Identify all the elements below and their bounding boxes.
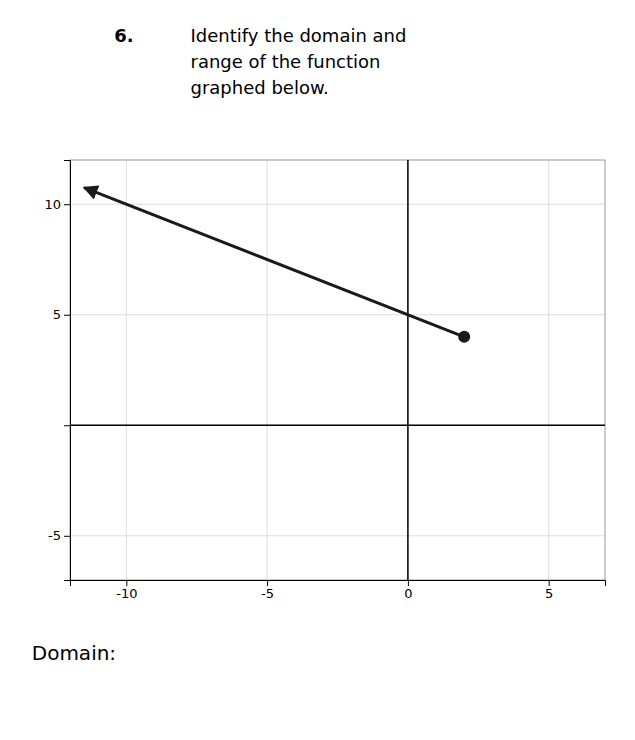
- tick: -10: [116, 580, 137, 601]
- plot-frame: [70, 160, 605, 580]
- domain-label: Domain:: [32, 641, 116, 665]
- tick-label: -5: [261, 586, 274, 601]
- grid-line-x: [126, 160, 127, 580]
- axis-line: [64, 161, 71, 581]
- axis-line: [71, 581, 606, 587]
- x-axis: -10 -5 0 5: [71, 580, 606, 601]
- y-axis: -5 5 10: [44, 161, 70, 581]
- title-line: graphed below.: [191, 77, 329, 98]
- tick-mark: [126, 580, 127, 586]
- endpoint: [458, 331, 470, 343]
- tick: -5: [48, 528, 70, 543]
- tick: 0: [404, 580, 412, 601]
- tick-mark: [549, 580, 550, 586]
- grid-line-x: [267, 160, 268, 580]
- tick-label: 10: [44, 197, 61, 212]
- grid-line-y: [70, 535, 605, 536]
- title-line: range of the function: [191, 51, 381, 72]
- tick-mark: [64, 536, 70, 537]
- tick-mark: [64, 315, 70, 316]
- tick: 5: [53, 307, 70, 322]
- tick-label: 5: [53, 307, 61, 322]
- x-zero-axis: [70, 425, 605, 427]
- grid: [70, 160, 605, 580]
- title: Identify the domain and range of the func…: [191, 25, 407, 98]
- tick-label: 0: [404, 586, 412, 601]
- tick-mark: [64, 204, 70, 205]
- title-line: Identify the domain and: [191, 25, 407, 46]
- grid-line-y: [70, 204, 605, 205]
- tick: 10: [44, 197, 70, 212]
- tick: [64, 425, 70, 426]
- chart: 6. Identify the domain and range of the fu…: [0, 0, 635, 740]
- tick-mark: [408, 580, 409, 586]
- tick-mark: [267, 580, 268, 586]
- tick-label: -5: [48, 528, 61, 543]
- tick: -5: [261, 580, 274, 601]
- grid-line-y: [70, 314, 605, 315]
- tick-label: 5: [545, 586, 553, 601]
- plot: -10 -5 0 5 -5 5 10: [44, 160, 605, 601]
- y-zero-axis: [407, 160, 409, 580]
- grid-line-y: [70, 425, 605, 426]
- tick-label: -10: [116, 586, 137, 601]
- grid-line-x: [548, 160, 549, 580]
- question-number: 6.: [114, 25, 133, 46]
- ray: [84, 188, 464, 337]
- data-layer: [84, 188, 470, 343]
- grid-line-x: [407, 160, 408, 580]
- tick: 5: [545, 580, 553, 601]
- tick-mark: [64, 425, 70, 426]
